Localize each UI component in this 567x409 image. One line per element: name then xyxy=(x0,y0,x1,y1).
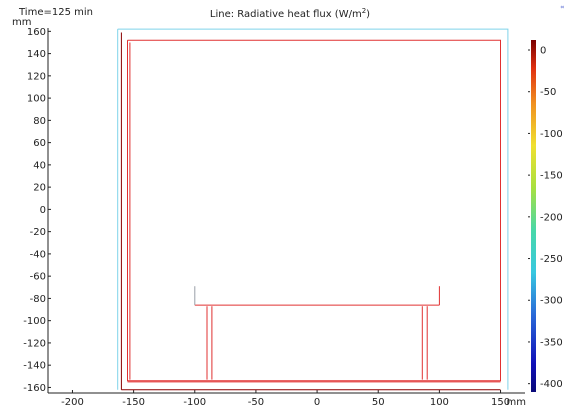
colorbar-tick-label: -100 xyxy=(540,129,563,140)
y-tick-label: -20 xyxy=(30,227,46,238)
y-tick-label: 0 xyxy=(40,205,46,216)
x-tick-label: 0 xyxy=(314,397,320,408)
time-label: Time=125 min xyxy=(18,7,93,18)
flux-line-5 xyxy=(127,39,501,382)
x-tick-label: 100 xyxy=(430,397,449,408)
y-tick-label: -140 xyxy=(23,361,46,372)
colorbar-tick-label: -250 xyxy=(540,254,563,265)
y-tick-label: 160 xyxy=(27,27,46,38)
x-axis-ticks: -200 -150 -100 -50 0 50 100 150 xyxy=(61,390,510,408)
y-tick-label: 120 xyxy=(27,71,46,82)
y-tick-label: -80 xyxy=(30,294,46,305)
y-tick-label: 140 xyxy=(27,49,46,60)
y-tick-label: 40 xyxy=(33,160,46,171)
y-tick-label: -100 xyxy=(23,316,46,327)
x-tick-label: -200 xyxy=(61,397,84,408)
chart-title-main: Line: Radiative heat flux (W/m xyxy=(210,9,362,20)
y-unit-label: mm xyxy=(12,17,31,28)
chart-title-suffix: ) xyxy=(366,9,370,20)
colorbar-tick-label: -350 xyxy=(540,337,563,348)
x-tick-label: 150 xyxy=(491,397,510,408)
colorbar xyxy=(531,40,536,392)
colorbar-ticks: 0 -50 -100 -150 -200 -250 -300 -350 -400 xyxy=(528,46,563,390)
colorbar-tick-label: -400 xyxy=(540,379,563,390)
colorbar-tick-label: -300 xyxy=(540,296,563,307)
plot-lines xyxy=(117,28,509,391)
y-tick-label: -120 xyxy=(23,338,46,349)
flux-line-3 xyxy=(117,28,509,390)
colorbar-tick-label: -200 xyxy=(540,212,563,223)
x-unit-label: mm xyxy=(507,397,526,408)
y-tick-label: 20 xyxy=(33,183,46,194)
y-tick-label: -40 xyxy=(30,249,46,260)
chart-title-superscript: 2 xyxy=(362,7,366,15)
plot-axes xyxy=(47,28,525,394)
colorbar-tick-label: -50 xyxy=(540,87,556,98)
colorbar-tick-label: -150 xyxy=(540,171,563,182)
chart-title: Line: Radiative heat flux (W/m2) xyxy=(210,7,370,20)
corner-icon: ⌗ xyxy=(561,4,565,11)
y-tick-label: 100 xyxy=(27,94,46,105)
x-tick-label: -150 xyxy=(122,397,145,408)
y-tick-label: 80 xyxy=(33,116,46,127)
y-tick-label: -60 xyxy=(30,272,46,283)
x-tick-label: 50 xyxy=(372,397,385,408)
y-axis-ticks: 160 140 120 100 80 60 40 20 0 -20 -40 -60 -80 -100 -12… xyxy=(23,27,51,394)
x-tick-label: -50 xyxy=(248,397,264,408)
x-tick-label: -100 xyxy=(183,397,206,408)
y-tick-label: 60 xyxy=(33,138,46,149)
colorbar-tick-label: 0 xyxy=(540,46,546,57)
y-tick-label: -160 xyxy=(23,383,46,394)
